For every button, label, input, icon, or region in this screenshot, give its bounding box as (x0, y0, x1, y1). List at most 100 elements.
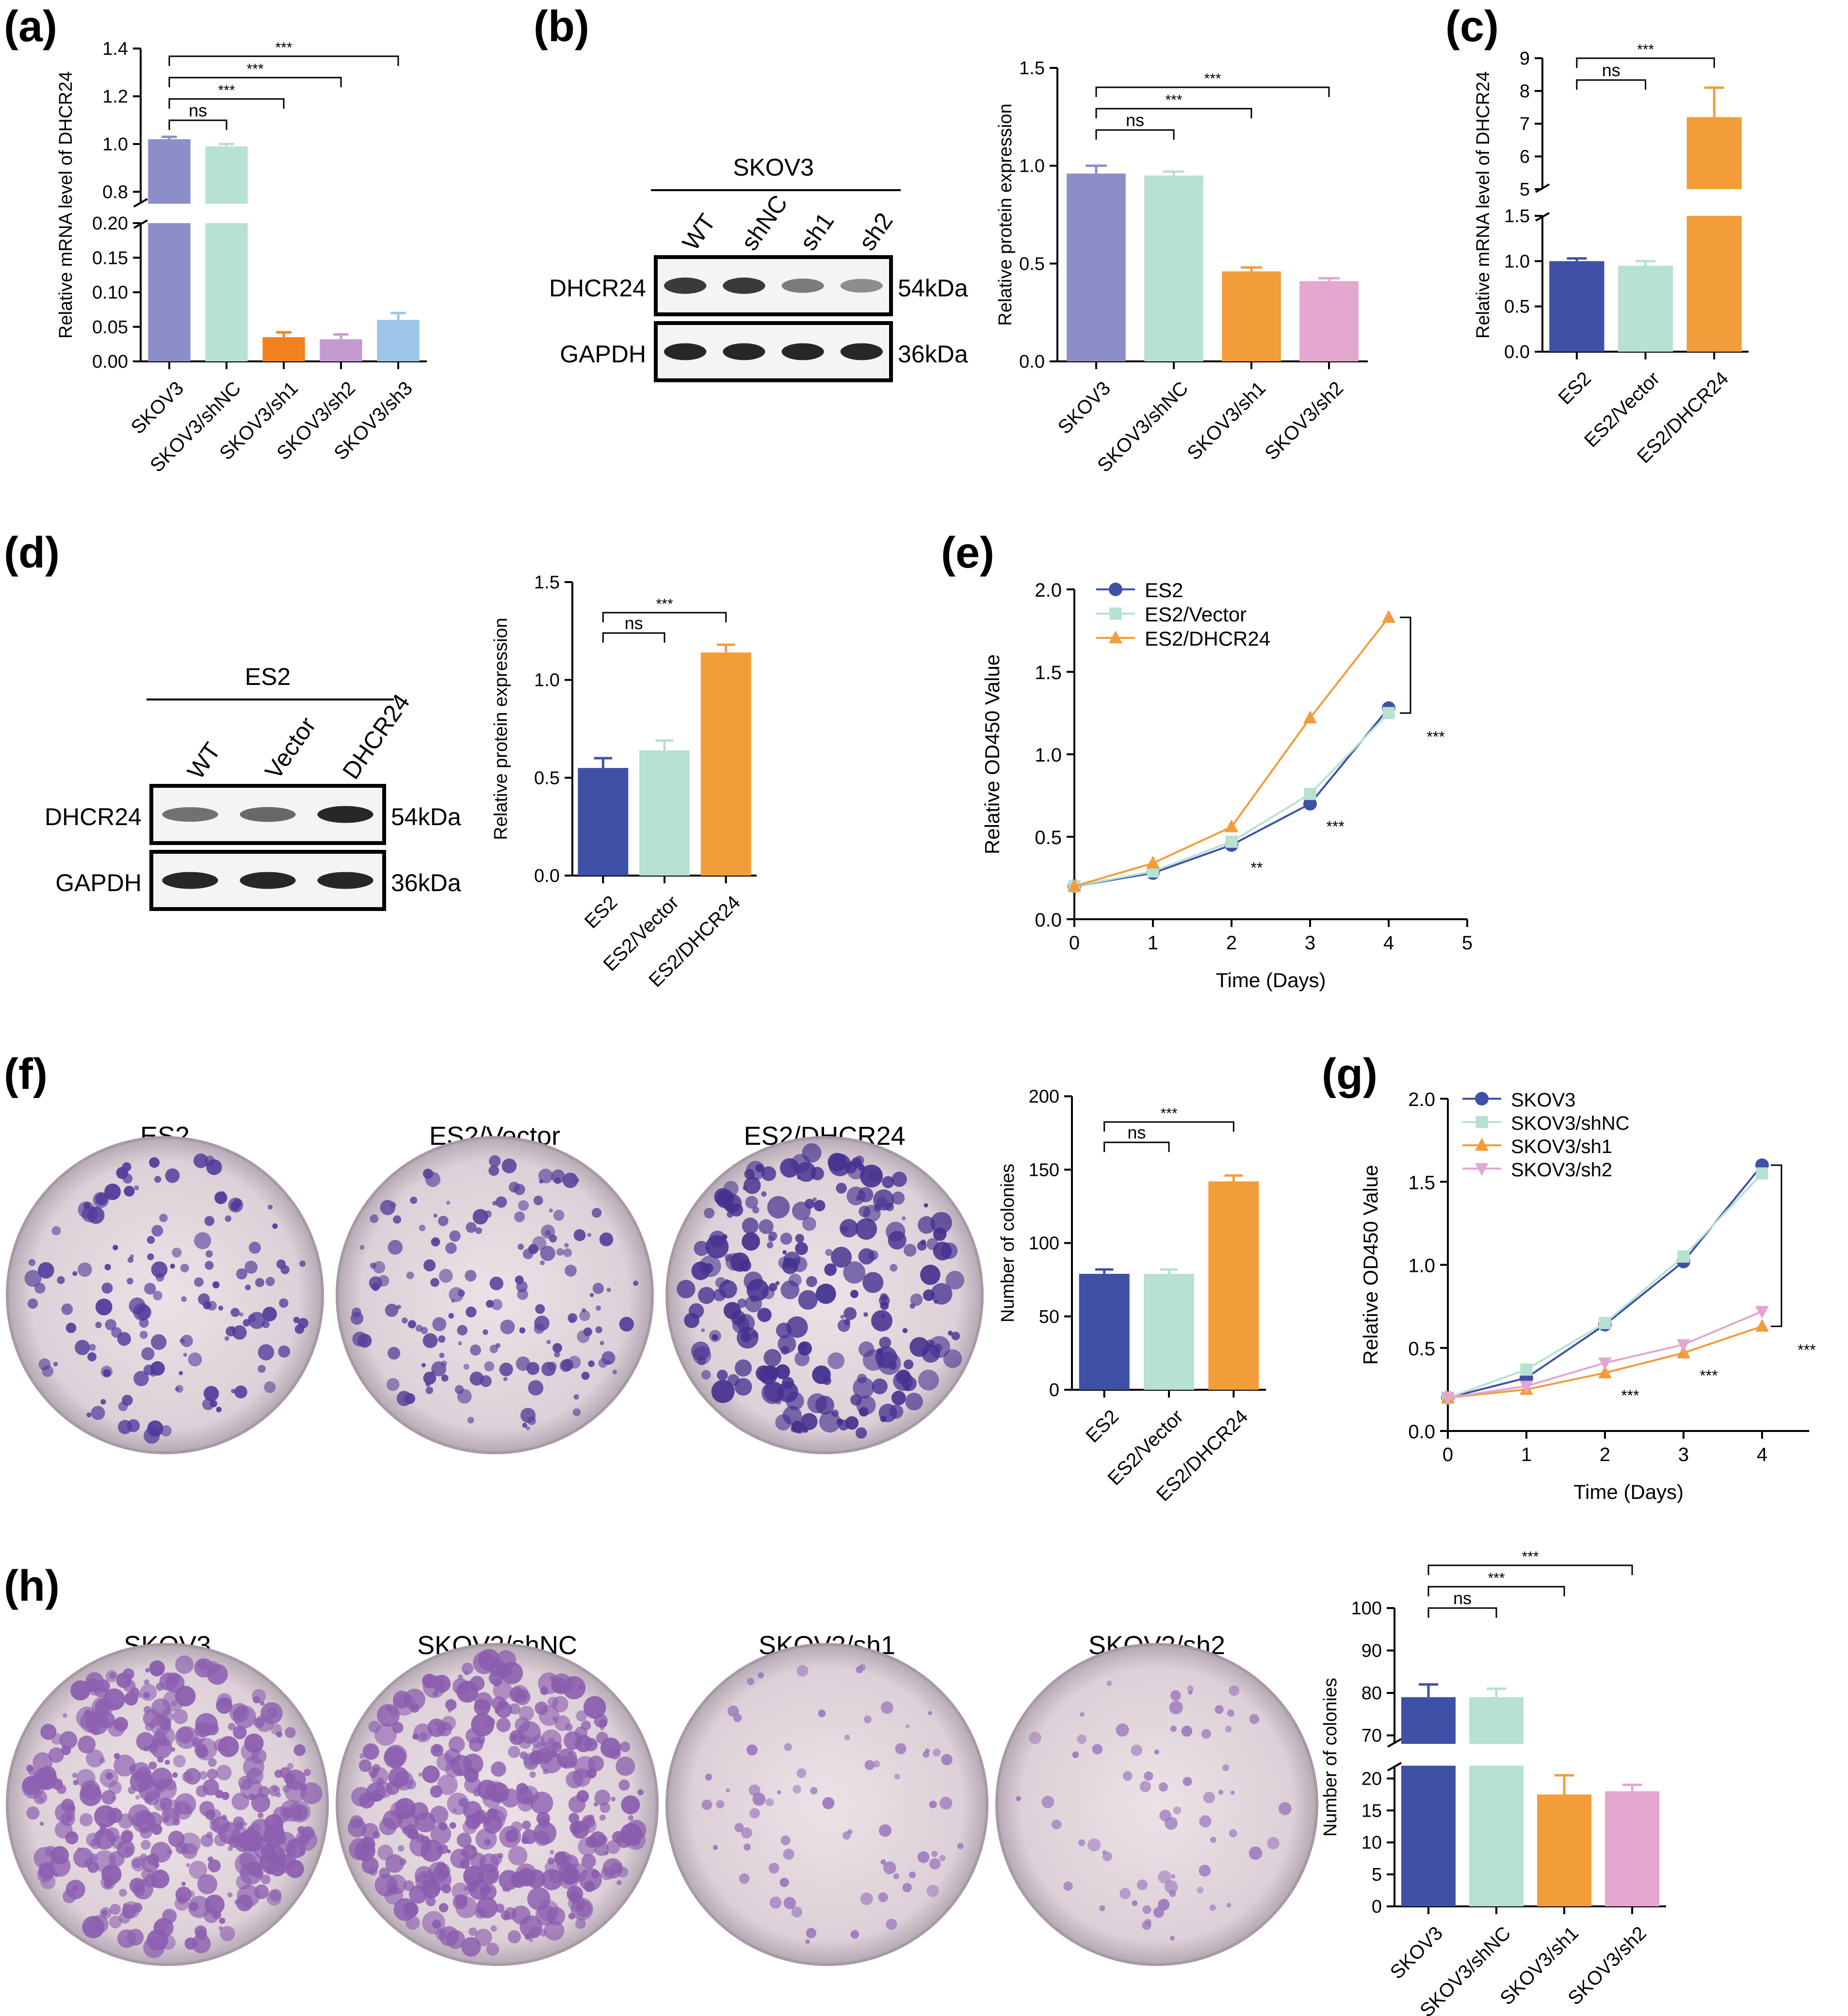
colony (386, 1706, 392, 1711)
colony (745, 1196, 758, 1209)
colony (421, 1363, 426, 1367)
colony (172, 1772, 178, 1778)
colony (457, 1674, 463, 1680)
colony (279, 1298, 289, 1308)
colony (465, 1306, 477, 1317)
colony (1218, 1789, 1224, 1795)
colony (358, 1792, 375, 1809)
colony (465, 1269, 477, 1282)
colony (563, 1248, 572, 1257)
colony (438, 1216, 449, 1226)
colony (425, 1896, 436, 1906)
colony (549, 1208, 553, 1213)
significance-bracket (1576, 79, 1646, 90)
colony (123, 1903, 128, 1908)
culture-plate (6, 1136, 324, 1454)
colony (133, 1371, 149, 1386)
colony (726, 1203, 734, 1212)
colony (611, 1796, 616, 1802)
western-blot-b: SKOV3 WT shNC sh1 sh2 DHCR24 54kDa GAPDH 36kDa (549, 154, 968, 382)
colony (1072, 1751, 1079, 1758)
colony (1229, 1829, 1237, 1837)
colony (619, 1317, 634, 1332)
colony (269, 1888, 282, 1902)
colony (265, 1277, 275, 1286)
colony (192, 1737, 202, 1748)
colony (779, 1158, 799, 1178)
colony (463, 1866, 485, 1887)
bar-upper-2 (1686, 117, 1742, 189)
bar-3 (1299, 281, 1359, 361)
colony (929, 1858, 941, 1870)
series-point-3 (1755, 1306, 1769, 1319)
colony (514, 1211, 525, 1222)
colony (508, 1846, 528, 1866)
colony (350, 1312, 364, 1325)
colony (90, 1838, 101, 1850)
colony (431, 1370, 436, 1375)
colony (423, 1371, 437, 1385)
colony (402, 1317, 408, 1324)
colony (178, 1371, 183, 1376)
colony (825, 1249, 833, 1256)
colony (495, 1903, 505, 1913)
colony (511, 1905, 531, 1925)
colony (1154, 1749, 1159, 1755)
colony (265, 1822, 284, 1841)
significance-label: *** (1160, 1106, 1177, 1122)
y-tick-label: 0.00 (92, 352, 128, 372)
colony (276, 1792, 281, 1798)
colony (715, 1277, 727, 1288)
colony (588, 1360, 595, 1367)
significance-label: *** (1427, 728, 1444, 746)
colony (688, 1303, 704, 1318)
colony (734, 1378, 752, 1396)
y-tick-label: 70 (1362, 1726, 1382, 1746)
colony (150, 1870, 170, 1889)
colony (588, 1756, 604, 1772)
significance-bracket (1770, 1164, 1783, 1327)
colony (262, 1320, 270, 1329)
colony (433, 1675, 451, 1693)
colony (516, 1356, 531, 1371)
colony (422, 1169, 434, 1179)
colony (212, 1281, 220, 1289)
blot-protein-label-0: DHCR24 (549, 275, 646, 302)
bar-2 (1208, 1181, 1259, 1390)
colony (815, 1396, 834, 1415)
colony (432, 1919, 441, 1929)
colony (633, 1280, 639, 1286)
colony (862, 1272, 884, 1293)
colony (519, 1327, 526, 1333)
colony (535, 1304, 545, 1314)
chart-h-colonies-skov3: 05101520708090100SKOV3SKOV3/shNCSKOV3/sh… (1320, 1549, 1666, 2016)
y-tick-label: 0 (1372, 1897, 1382, 1917)
y-tick-label: 2.0 (1408, 1089, 1435, 1110)
colony (113, 1245, 118, 1251)
colony (159, 1797, 172, 1810)
colony (529, 1771, 536, 1778)
y-axis-title: Number of colonies (998, 1164, 1018, 1322)
significance-label: ns (189, 100, 207, 120)
bar-1 (639, 750, 690, 876)
colony (103, 1688, 125, 1710)
colony (768, 1283, 778, 1292)
y-tick-label: 1.5 (1019, 58, 1045, 79)
colony (198, 1293, 210, 1305)
colony (238, 1830, 259, 1851)
colony (221, 1791, 230, 1800)
y-axis-title: Relative mRNA level of DHCR24 (56, 71, 76, 339)
colony (146, 1853, 160, 1866)
colony (876, 1197, 888, 1208)
colony (941, 1754, 953, 1766)
colony (744, 1843, 751, 1851)
colony (473, 1651, 496, 1675)
colony (236, 1268, 247, 1280)
colony (1078, 1839, 1086, 1847)
colony (476, 1897, 498, 1918)
colony (1119, 1888, 1131, 1900)
colony (838, 1418, 843, 1423)
colony (777, 1790, 781, 1795)
colony (247, 1826, 254, 1832)
y-tick-label: 0.5 (1035, 827, 1062, 848)
